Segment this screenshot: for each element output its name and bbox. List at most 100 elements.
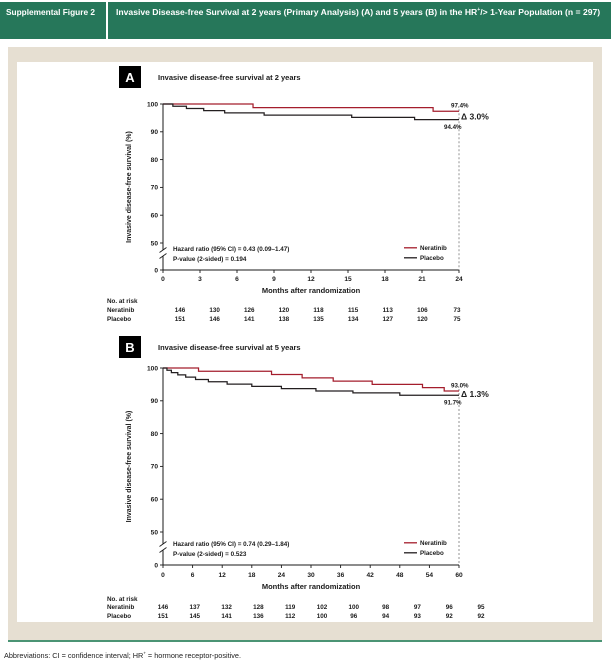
panel-a-axis-break-mark (159, 253, 167, 259)
panel-b-x-tick-label: 6 (191, 572, 195, 579)
panel-b-y-tick-label: 60 (151, 497, 159, 504)
panel-b-x-tick-label: 30 (307, 572, 315, 579)
panel-a-legend-label-placebo: Placebo (420, 255, 444, 262)
figure-title-superscript: + (477, 7, 481, 14)
panel-a-risk-value: 138 (279, 316, 290, 323)
panel-b-axis-break-mark (159, 547, 167, 553)
figure-header: Supplemental Figure 2 Invasive Disease-f… (0, 2, 611, 39)
panel-b-x-tick-label: 12 (219, 572, 227, 579)
panel-a-risk-value: 127 (382, 316, 393, 323)
panel-b-stats-line: P-value (2-sided) = 0.523 (173, 551, 247, 558)
panel-b-axis-break-mark (159, 541, 167, 547)
panel-a-y-tick-label: 100 (147, 101, 158, 108)
panel-b-risk-value: 141 (221, 613, 232, 620)
abbreviations-text: Abbreviations: CI = confidence interval;… (4, 651, 144, 660)
panel-a-risk-value: 120 (279, 307, 290, 314)
figure-title-text: Invasive Disease-free Survival at 2 year… (116, 7, 478, 17)
panel-b-risk-value: 136 (253, 613, 264, 620)
panel-a-y-tick-label: 0 (154, 267, 158, 274)
panel-b-x-tick-label: 18 (248, 572, 256, 579)
panel-b-risk-value: 137 (190, 604, 201, 611)
abbreviations-note: Abbreviations: CI = confidence interval;… (4, 651, 241, 660)
panel-b-risk-table-title: No. at risk (107, 596, 138, 603)
panel-a-x-tick-label: 6 (235, 276, 239, 283)
panel-b-end-label-neratinib: 93.0% (451, 382, 469, 389)
panel-a-risk-value: 73 (453, 307, 461, 314)
panel-b-y-tick-label: 0 (154, 562, 158, 569)
panel-a-y-tick-label: 80 (151, 157, 159, 164)
panel-a-x-tick-label: 0 (161, 276, 165, 283)
panel-a-x-tick-label: 21 (418, 276, 426, 283)
panel-b-risk-value: 146 (158, 604, 169, 611)
panel-b-risk-row-label: Placebo (107, 613, 131, 620)
panel-b-x-tick-label: 24 (278, 572, 286, 579)
panel-a-stats-line: Hazard ratio (95% CI) = 0.43 (0.09–1.47) (173, 246, 289, 253)
panel-b-risk-value: 94 (382, 613, 390, 620)
panel-a-y-tick-label: 60 (151, 213, 159, 220)
panel-b-risk-value: 100 (317, 613, 328, 620)
panel-a-axis-break-mark (159, 247, 167, 253)
abbreviations-rest: = hormone receptor-positive. (145, 651, 241, 660)
panel-a-risk-table-title: No. at risk (107, 298, 138, 305)
panel-a-risk-value: 120 (417, 316, 428, 323)
panel-b-y-tick-label: 70 (151, 464, 159, 471)
panel-a-x-tick-label: 24 (455, 276, 463, 283)
panel-b-y-tick-label: 90 (151, 398, 159, 405)
panel-b-x-tick-label: 60 (455, 572, 463, 579)
panel-a-risk-value: 106 (417, 307, 428, 314)
panel-b-risk-value: 151 (158, 613, 169, 620)
figure-number-label: Supplemental Figure 2 (0, 2, 108, 39)
panel-b-risk-value: 92 (446, 613, 454, 620)
panel-a-risk-value: 134 (348, 316, 359, 323)
panel-a-label-box: A (119, 66, 141, 88)
panel-a-x-tick-label: 12 (307, 276, 315, 283)
panel-b-placebo-curve (163, 367, 459, 396)
panel-a-y-axis-label: Invasive disease-free survival (%) (126, 131, 133, 243)
panel-a-legend-label-neratinib: Neratinib (420, 245, 447, 252)
panel-b-end-label-placebo: 91.7% (444, 400, 462, 407)
panel-a-risk-value: 126 (244, 307, 255, 314)
panel-b-risk-value: 132 (221, 604, 232, 611)
panel-b-risk-row-label: Neratinib (107, 604, 134, 611)
panel-b-risk-value: 119 (285, 604, 296, 611)
panel-b-risk-value: 128 (253, 604, 264, 611)
panel-a-risk-value: 118 (313, 307, 324, 314)
figure-title: Invasive Disease-free Survival at 2 year… (108, 2, 611, 39)
panel-a-risk-value: 146 (209, 316, 220, 323)
panel-b-x-tick-label: 36 (337, 572, 345, 579)
panel-a-neratinib-curve (163, 103, 459, 112)
panel-b-stats-line: Hazard ratio (95% CI) = 0.74 (0.29–1.84) (173, 541, 289, 548)
panel-b-x-tick-label: 54 (426, 572, 434, 579)
bottom-rule (8, 640, 602, 642)
panel-a-risk-value: 113 (383, 307, 394, 314)
panel-a-risk-row-label: Neratinib (107, 307, 134, 314)
panel-a-y-tick-label: 50 (151, 240, 159, 247)
panel-a-x-axis-label: Months after randomization (262, 286, 361, 295)
panel-b-label-box: B (119, 336, 141, 358)
panel-b-delta-label: Δ 1.3% (461, 389, 489, 399)
panel-a-risk-value: 146 (175, 307, 186, 314)
panel-a-delta-label: Δ 3.0% (461, 111, 489, 121)
panel-a-risk-row-label: Placebo (107, 316, 131, 323)
panel-a-x-tick-label: 3 (198, 276, 202, 283)
panel-b-risk-value: 145 (190, 613, 201, 620)
panel-a-risk-value: 135 (313, 316, 324, 323)
panel-a-risk-value: 130 (209, 307, 220, 314)
panel-a-y-tick-label: 90 (151, 129, 159, 136)
panel-a-risk-value: 75 (453, 316, 461, 323)
panel-a-risk-value: 151 (175, 316, 186, 323)
panel-b-y-tick-label: 50 (151, 529, 159, 536)
panel-b-risk-value: 92 (477, 613, 485, 620)
panel-b-risk-value: 97 (414, 604, 422, 611)
panel-b-x-tick-label: 0 (161, 572, 165, 579)
panel-a-y-tick-label: 70 (151, 185, 159, 192)
panel-b-x-tick-label: 48 (396, 572, 404, 579)
panel-b-y-axis-label: Invasive disease-free survival (%) (126, 411, 133, 523)
panel-a-x-tick-label: 15 (344, 276, 352, 283)
panel-a-end-label-placebo: 94.4% (444, 124, 462, 131)
panel-b-risk-value: 112 (285, 613, 296, 620)
panel-b-risk-value: 102 (317, 604, 328, 611)
panel-a-x-tick-label: 9 (272, 276, 276, 283)
panel-a-risk-value: 115 (348, 307, 359, 314)
